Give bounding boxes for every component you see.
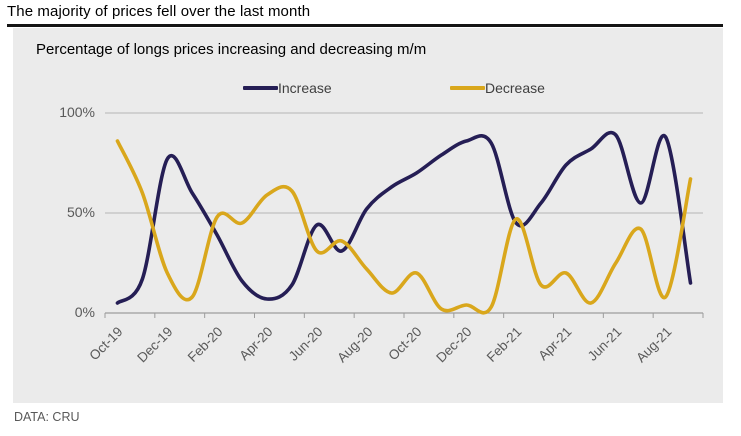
y-axis-label-0: 0% (74, 304, 95, 320)
series-line-decrease (115, 139, 693, 315)
chart-canvas (104, 112, 704, 318)
data-source-label: DATA: CRU (14, 410, 80, 424)
header-rule (7, 24, 723, 27)
decrease-line-swatch (450, 86, 485, 90)
chart-panel: Percentage of longs prices increasing an… (13, 28, 723, 403)
y-axis-label-100: 100% (59, 104, 95, 120)
legend-label-increase: Increase (278, 80, 332, 96)
y-axis-label-50: 50% (66, 204, 95, 220)
increase-line-swatch (243, 86, 278, 90)
series-line-increase (115, 130, 693, 305)
legend-item-increase: Increase (243, 80, 332, 96)
chart-title: Percentage of longs prices increasing an… (36, 41, 427, 58)
legend-item-decrease: Decrease (450, 80, 545, 96)
legend-label-decrease: Decrease (485, 80, 545, 96)
page-title: The majority of prices fell over the las… (7, 3, 311, 20)
